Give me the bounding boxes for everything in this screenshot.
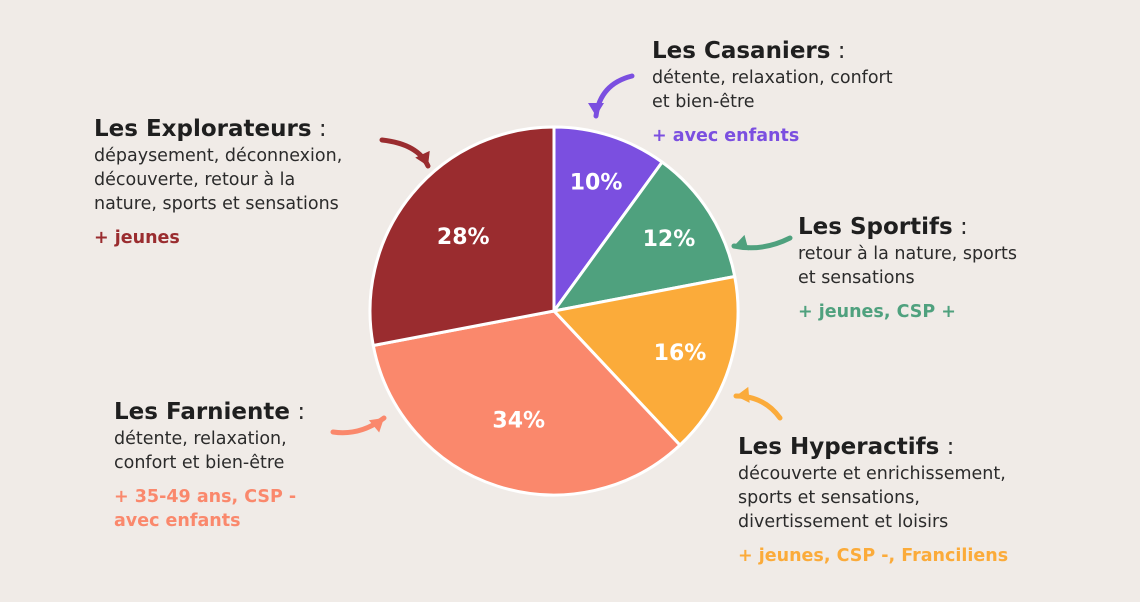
farniente-description: détente, relaxation, confort et bien-êtr… (114, 429, 287, 473)
callout-arrowhead-farniente (368, 418, 384, 433)
callout-arrowhead-explorateurs (415, 150, 430, 166)
hyperactifs-target: + jeunes, CSP -, Franciliens (738, 546, 1009, 566)
casaniers-colon: : (830, 38, 846, 64)
callout-arrowhead-hyperactifs (736, 386, 750, 403)
pie-label-explorateurs: 28% (437, 225, 490, 250)
sportifs-target: + jeunes, CSP + (798, 302, 956, 322)
pie-slice-farniente (371, 309, 682, 497)
farniente-title: Les Farniente (114, 399, 291, 425)
hyperactifs-colon: : (939, 434, 955, 460)
explorateurs-colon: : (311, 116, 327, 142)
callout-sportifs: Les Sportifs : retour à la nature, sport… (798, 212, 1017, 324)
pie-slice-explorateurs (368, 125, 556, 347)
pie-label-casaniers: 10% (570, 171, 623, 196)
casaniers-target: + avec enfants (652, 126, 800, 146)
pie-slice-sportifs (552, 160, 737, 313)
explorateurs-title: Les Explorateurs (94, 116, 312, 142)
casaniers-title: Les Casaniers (652, 38, 831, 64)
pie-label-hyperactifs: 16% (654, 341, 707, 366)
callout-hyperactifs: Les Hyperactifs : découverte et enrichis… (738, 432, 1008, 568)
explorateurs-description: dépaysement, déconnexion, découverte, re… (94, 146, 343, 214)
pie-label-farniente: 34% (492, 408, 545, 433)
farniente-target: + 35-49 ans, CSP - avec enfants (114, 487, 297, 531)
explorateurs-target: + jeunes (94, 228, 180, 248)
callout-arrowhead-casaniers (588, 103, 604, 116)
sportifs-colon: : (952, 214, 968, 240)
hyperactifs-description: découverte et enrichissement, sports et … (738, 464, 1006, 532)
hyperactifs-title: Les Hyperactifs (738, 434, 940, 460)
farniente-colon: : (290, 399, 306, 425)
callout-casaniers: Les Casaniers : détente, relaxation, con… (652, 36, 893, 148)
pie-label-sportifs: 12% (643, 227, 696, 252)
pie-slice-hyperactifs (552, 275, 740, 447)
callout-arrow-explorateurs (379, 137, 431, 169)
sportifs-title: Les Sportifs (798, 214, 953, 240)
callout-farniente: Les Farniente : détente, relaxation, con… (114, 397, 305, 533)
casaniers-description: détente, relaxation, confort et bien-êtr… (652, 68, 893, 112)
callout-explorateurs: Les Explorateurs : dépaysement, déconnex… (94, 114, 342, 250)
pie-slice-casaniers (552, 125, 664, 313)
callout-arrowhead-sportifs (734, 234, 749, 251)
callout-arrow-casaniers (593, 73, 635, 119)
sportifs-description: retour à la nature, sports et sensations (798, 244, 1018, 288)
